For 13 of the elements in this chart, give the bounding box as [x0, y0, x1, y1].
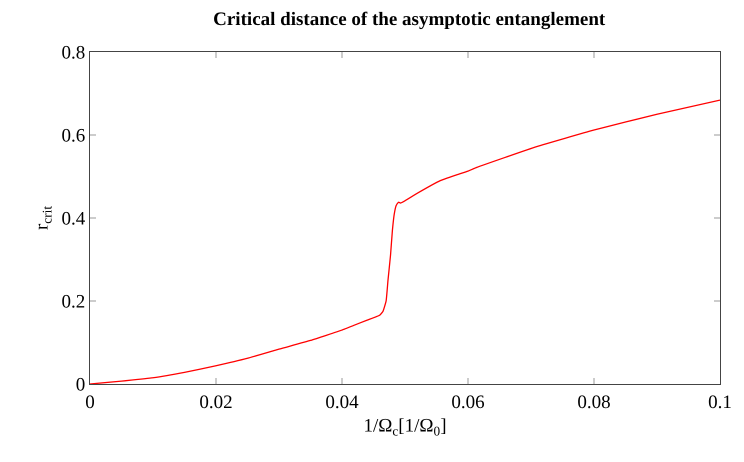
y-tick-label: 0.6 — [61, 126, 86, 147]
chart-title: Critical distance of the asymptotic entanglement — [213, 8, 606, 30]
line-series — [90, 99, 720, 384]
y-tick-label: 0.8 — [61, 42, 86, 64]
y-tick-label: 0.2 — [61, 292, 86, 313]
x-tick-label: 0.06 — [451, 392, 485, 413]
y-tick-label: 0.4 — [61, 208, 86, 230]
x-tick-label: 0.02 — [199, 392, 233, 413]
x-axis-title: 1/Ω$_{c}$[1/Ω$_{0}$] — [363, 416, 447, 439]
x-tick-label: 0.08 — [577, 392, 611, 413]
x-tick-label: 0.04 — [325, 392, 360, 413]
x-tick-label: 0.1 — [708, 392, 732, 413]
y-tick-label: 0 — [76, 374, 86, 396]
